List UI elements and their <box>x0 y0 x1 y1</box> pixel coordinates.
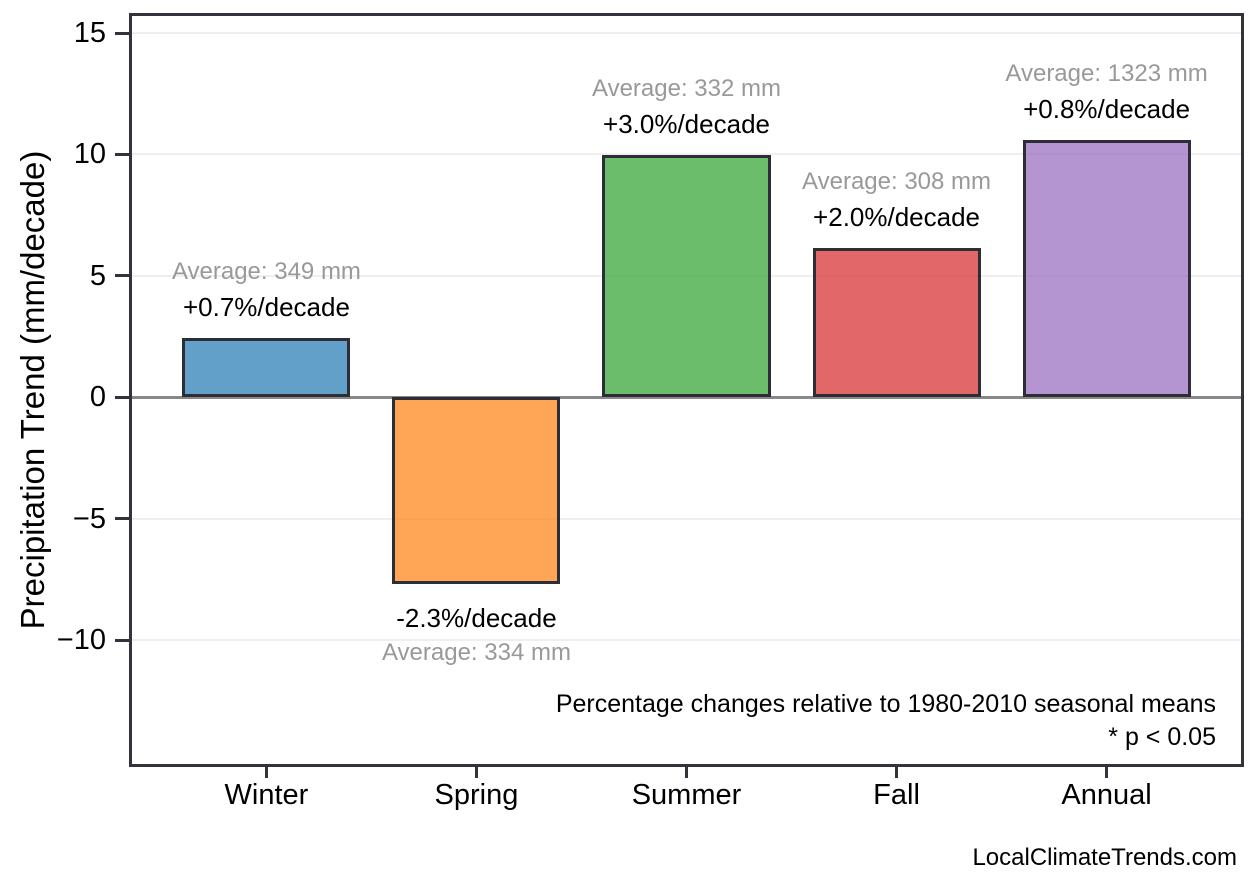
y-tick-mark-15 <box>115 31 129 35</box>
pct-label-winter: +0.7%/decade <box>182 292 350 323</box>
bar-labels-annual: Average: 1323 mm +0.8%/decade <box>917 57 1258 127</box>
gridline-y10 <box>132 153 1241 156</box>
bar-spring <box>392 397 561 584</box>
y-tick-mark-5 <box>115 274 129 278</box>
y-tick-label-0: 0 <box>89 381 106 414</box>
y-tick-label-15: 15 <box>73 17 106 49</box>
x-tick-mark-fall <box>895 767 899 778</box>
gridline-y-5 <box>132 517 1241 520</box>
average-label-winter: Average: 349 mm <box>171 258 361 286</box>
bar-winter <box>182 338 351 398</box>
y-tick-mark--5 <box>115 517 129 521</box>
y-tick-label--5: −5 <box>72 502 106 535</box>
y-tick-label-5: 5 <box>89 259 106 292</box>
footnote-line-2: * p < 0.05 <box>1108 723 1216 751</box>
y-tick-label-10: 10 <box>73 138 106 171</box>
footnote: Percentage changes relative to 1980-2010… <box>556 688 1216 754</box>
y-tick-label--10: −10 <box>56 624 106 657</box>
bar-annual <box>1022 140 1191 398</box>
average-label-summer: Average: 332 mm <box>592 75 781 103</box>
pct-label-annual: +0.8%/decade <box>1023 94 1191 125</box>
x-tick-mark-annual <box>1105 767 1109 778</box>
watermark-text: LocalClimateTrends.com <box>972 844 1237 871</box>
footnote-line-1: Percentage changes relative to 1980-2010… <box>555 690 1216 718</box>
x-tick-mark-summer <box>685 767 688 778</box>
bar-summer <box>602 155 771 398</box>
x-tick-mark-winter <box>264 767 268 778</box>
x-tick-label-annual: Annual <box>1061 779 1152 811</box>
pct-label-spring: -2.3%/decade <box>396 602 557 633</box>
x-tick-label-winter: Winter <box>224 779 309 811</box>
x-tick-label-fall: Fall <box>873 779 920 811</box>
pct-label-summer: +3.0%/decade <box>603 109 770 140</box>
y-tick-mark-0 <box>115 395 129 399</box>
bar-fall <box>812 247 981 398</box>
bar-labels-spring: -2.3%/decade Average: 334 mm <box>286 600 666 670</box>
plot-area: Percentage changes relative to 1980-2010… <box>129 13 1244 767</box>
zero-line <box>132 395 1241 399</box>
y-tick-mark--10 <box>115 638 129 642</box>
average-label-annual: Average: 1323 mm <box>1005 60 1208 88</box>
bar-labels-winter: Average: 349 mm +0.7%/decade <box>76 255 456 325</box>
x-tick-label-summer: Summer <box>631 779 742 811</box>
x-tick-label-spring: Spring <box>434 779 519 811</box>
gridline-y15 <box>132 32 1241 34</box>
gridline-y-10 <box>132 639 1241 642</box>
x-tick-mark-spring <box>474 767 478 778</box>
bar-labels-summer: Average: 332 mm +3.0%/decade <box>497 72 877 142</box>
y-tick-mark-10 <box>115 152 129 156</box>
